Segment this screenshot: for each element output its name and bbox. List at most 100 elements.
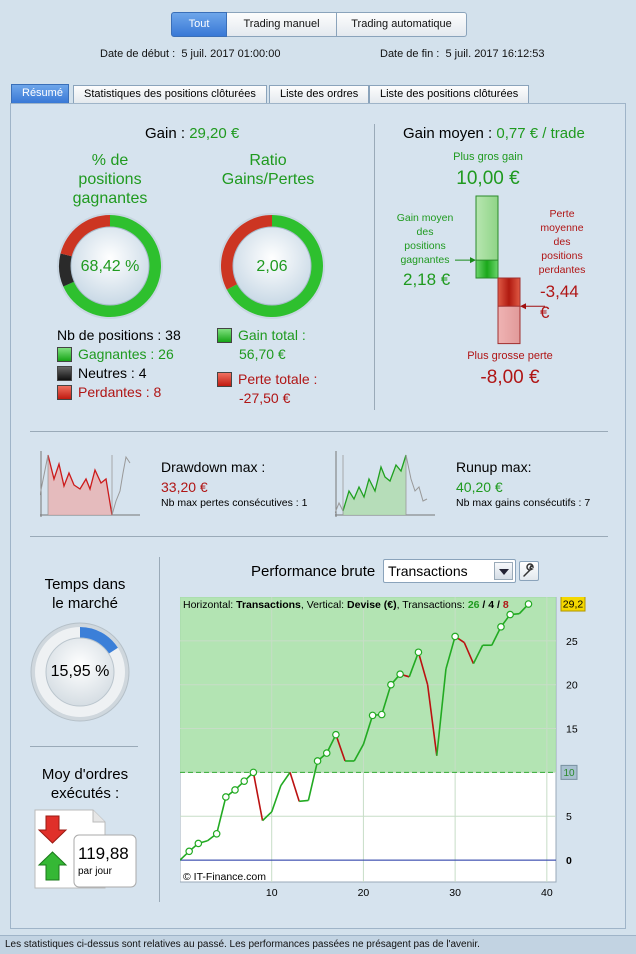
pct-win-title-l2: positions xyxy=(78,171,142,188)
series-segment xyxy=(435,668,447,756)
x-ticks: 10 20 30 40 xyxy=(266,887,553,899)
avg-win-l1: Gain moyen xyxy=(396,212,454,224)
info-v-value: Devise (€) xyxy=(347,599,397,611)
x-tick-label: 10 xyxy=(266,887,278,899)
end-date-value: 5 juil. 2017 16:12:53 xyxy=(445,48,545,60)
disclaimer-footer: Les statistiques ci-dessus sont relative… xyxy=(0,935,636,954)
down-arrow-icon xyxy=(37,815,68,844)
segment-trading-automatique[interactable]: Trading automatique xyxy=(337,12,467,37)
y-tick-label: 25 xyxy=(566,636,578,648)
runup-value: 40,20 € xyxy=(456,479,503,495)
info-t-label: , Transactions: xyxy=(396,599,465,611)
start-date-value: 5 juil. 2017 01:00:00 xyxy=(181,48,281,60)
settings-button[interactable] xyxy=(519,561,539,581)
series-segment xyxy=(353,743,365,762)
drawdown-sub: Nb max pertes consécutives : 1 xyxy=(161,497,308,509)
baseline-box xyxy=(560,764,578,780)
data-point xyxy=(497,623,505,631)
ratio-title: Ratio Gains/Pertes xyxy=(208,151,328,189)
loss-total-label: Perte totale : xyxy=(238,371,318,387)
avg-win-label: Gain moyen des positions gagnantes xyxy=(390,211,460,267)
data-point xyxy=(212,829,221,838)
series-segment xyxy=(270,785,282,813)
end-date-label: Date de fin : xyxy=(380,48,440,60)
gain-total-label: Gain total : xyxy=(238,327,306,343)
data-point xyxy=(231,786,239,794)
totals-legend: Gain total : 56,70 € Perte totale : -27,… xyxy=(217,326,317,408)
positions-neutral-label: Neutres : 4 xyxy=(78,365,147,381)
time-in-market-title: Temps dans le marché xyxy=(25,575,145,613)
avg-loss-label: Perte moyenne des positions perdantes xyxy=(530,207,594,277)
series-segment xyxy=(472,644,484,665)
ratio-value: 2,06 xyxy=(256,258,288,275)
avg-gain-bars xyxy=(455,195,545,345)
orders-value: 119,88 xyxy=(78,844,129,863)
gain-total-swatch xyxy=(217,328,232,343)
pct-win-title: % de positions gagnantes xyxy=(50,151,170,208)
series-segment xyxy=(280,771,291,786)
bar-avg-win xyxy=(475,259,499,279)
runup-label: Runup max: xyxy=(456,459,532,475)
tab-resume[interactable]: Résumé xyxy=(11,84,69,104)
chart-info: Horizontal: Transactions, Vertical: Devi… xyxy=(183,599,509,611)
runup-sub: Nb max gains consécutifs : 7 xyxy=(456,497,591,509)
y-ticks: 0 5 15 20 25 xyxy=(566,636,578,867)
start-date-label: Date de début : xyxy=(100,48,176,60)
avg-loss-l3: des xyxy=(553,236,571,248)
info-tx-neutral: 4 xyxy=(488,599,495,611)
info-v-label: , Vertical: xyxy=(300,599,345,611)
ratio-donut xyxy=(219,213,325,319)
performance-dropdown[interactable]: Transactions xyxy=(383,559,516,583)
pct-win-value: 68,42 % xyxy=(80,258,140,275)
tab-statistiques[interactable]: Statistiques des positions clôturées xyxy=(73,85,267,104)
orders-title: Moy d'ordres exécutés : xyxy=(25,765,145,803)
loss-total-value: -27,50 € xyxy=(239,390,291,406)
data-point xyxy=(240,777,248,785)
current-value-label: 29,2 xyxy=(563,599,584,611)
wrench-icon xyxy=(523,563,534,577)
avg-win-l4: gagnantes xyxy=(400,254,450,266)
pct-win-donut xyxy=(57,213,163,319)
orders-icon xyxy=(34,809,137,889)
gain-label: Gain xyxy=(145,125,177,142)
y-tick-label: 20 xyxy=(566,680,578,692)
segment-trading-manuel[interactable]: Trading manuel xyxy=(227,12,337,37)
tab-liste-positions[interactable]: Liste des positions clôturées xyxy=(369,85,530,104)
avg-loss-l1: Perte xyxy=(549,208,575,220)
time-title-l2: le marché xyxy=(52,595,118,612)
info-tx-sep2: / xyxy=(494,599,503,611)
tab-liste-ordres[interactable]: Liste des ordres xyxy=(269,85,370,104)
data-point xyxy=(414,648,423,657)
donut-neutral-segment xyxy=(59,253,75,287)
data-point xyxy=(194,839,203,848)
avg-loss-value: -3,44 € xyxy=(540,281,579,323)
avg-win-value: 2,18 € xyxy=(403,270,451,289)
up-arrow-icon xyxy=(37,851,68,881)
dropdown-toggle[interactable] xyxy=(494,562,513,580)
avg-gain-header: Gain moyen : 0,77 € / trade xyxy=(403,125,585,142)
avg-win-l2: des xyxy=(416,226,434,238)
divider-horizontal-2 xyxy=(30,536,608,537)
series-segment xyxy=(335,734,346,762)
performance-markers xyxy=(185,600,533,856)
loss-swatch xyxy=(57,385,72,400)
time-in-market-value: 15,95 % xyxy=(50,663,110,680)
x-tick-label: 40 xyxy=(541,887,553,899)
data-point xyxy=(506,610,514,619)
series-segment xyxy=(252,772,264,821)
time-in-market-arc xyxy=(80,627,118,654)
positions-neutral: Neutres : 4 xyxy=(57,364,181,383)
divider-vertical-bottom xyxy=(159,557,160,902)
segment-tout[interactable]: Tout xyxy=(171,12,227,37)
biggest-loss-value: -8,00 € xyxy=(480,367,540,388)
info-h-label: Horizontal: xyxy=(183,599,234,611)
series-segment xyxy=(463,642,475,664)
time-in-market-donut xyxy=(30,622,130,722)
pct-win-title-l1: % de xyxy=(91,152,129,169)
series-segment xyxy=(215,796,227,834)
avg-loss-l5: perdantes xyxy=(538,264,586,276)
y-tick-label: 0 xyxy=(566,855,572,867)
series-segment xyxy=(261,811,273,822)
avg-loss-value-l1: -3,44 xyxy=(540,282,579,301)
y-tick-label: 5 xyxy=(566,811,572,823)
